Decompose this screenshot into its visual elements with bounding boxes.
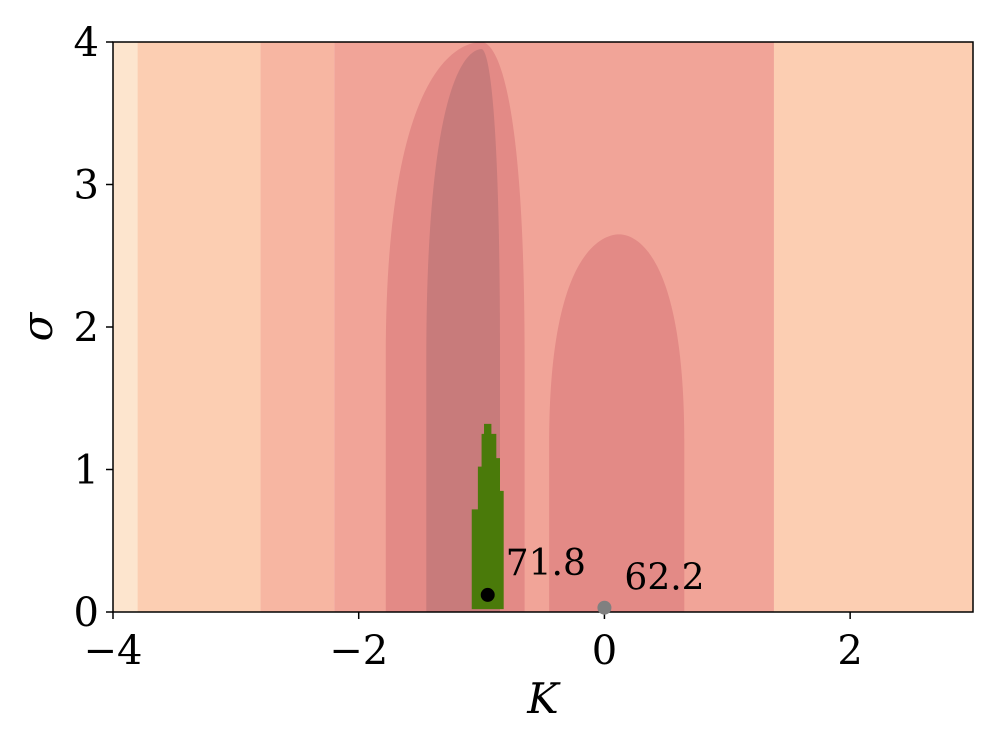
best-point (480, 587, 495, 602)
contour-band-4 (773, 42, 973, 612)
x-tick-label: −2 (329, 628, 388, 674)
y-tick-label: 2 (74, 305, 99, 351)
x-tick-label: −4 (84, 628, 143, 674)
reference-point-label: 62.2 (624, 558, 704, 599)
y-axis-label: σ (13, 311, 62, 341)
reference-point (597, 600, 612, 615)
x-axis: −4 −2 0 2 (84, 612, 863, 674)
x-tick-label: 0 (592, 628, 617, 674)
y-axis: 0 1 2 3 4 (74, 20, 113, 636)
contour-band-2 (260, 42, 335, 612)
plot-area (113, 42, 973, 612)
x-tick-label: 2 (837, 628, 862, 674)
contour-region-2 (549, 234, 685, 612)
best-point-label: 71.8 (506, 543, 586, 584)
x-axis-label: K (526, 674, 561, 723)
contour-band-0 (113, 42, 138, 612)
contour-band-1 (137, 42, 261, 612)
y-tick-label: 3 (74, 163, 99, 209)
y-tick-label: 0 (74, 590, 99, 636)
y-tick-label: 4 (74, 20, 99, 66)
feasible-region (471, 423, 504, 610)
y-tick-label: 1 (74, 448, 99, 494)
